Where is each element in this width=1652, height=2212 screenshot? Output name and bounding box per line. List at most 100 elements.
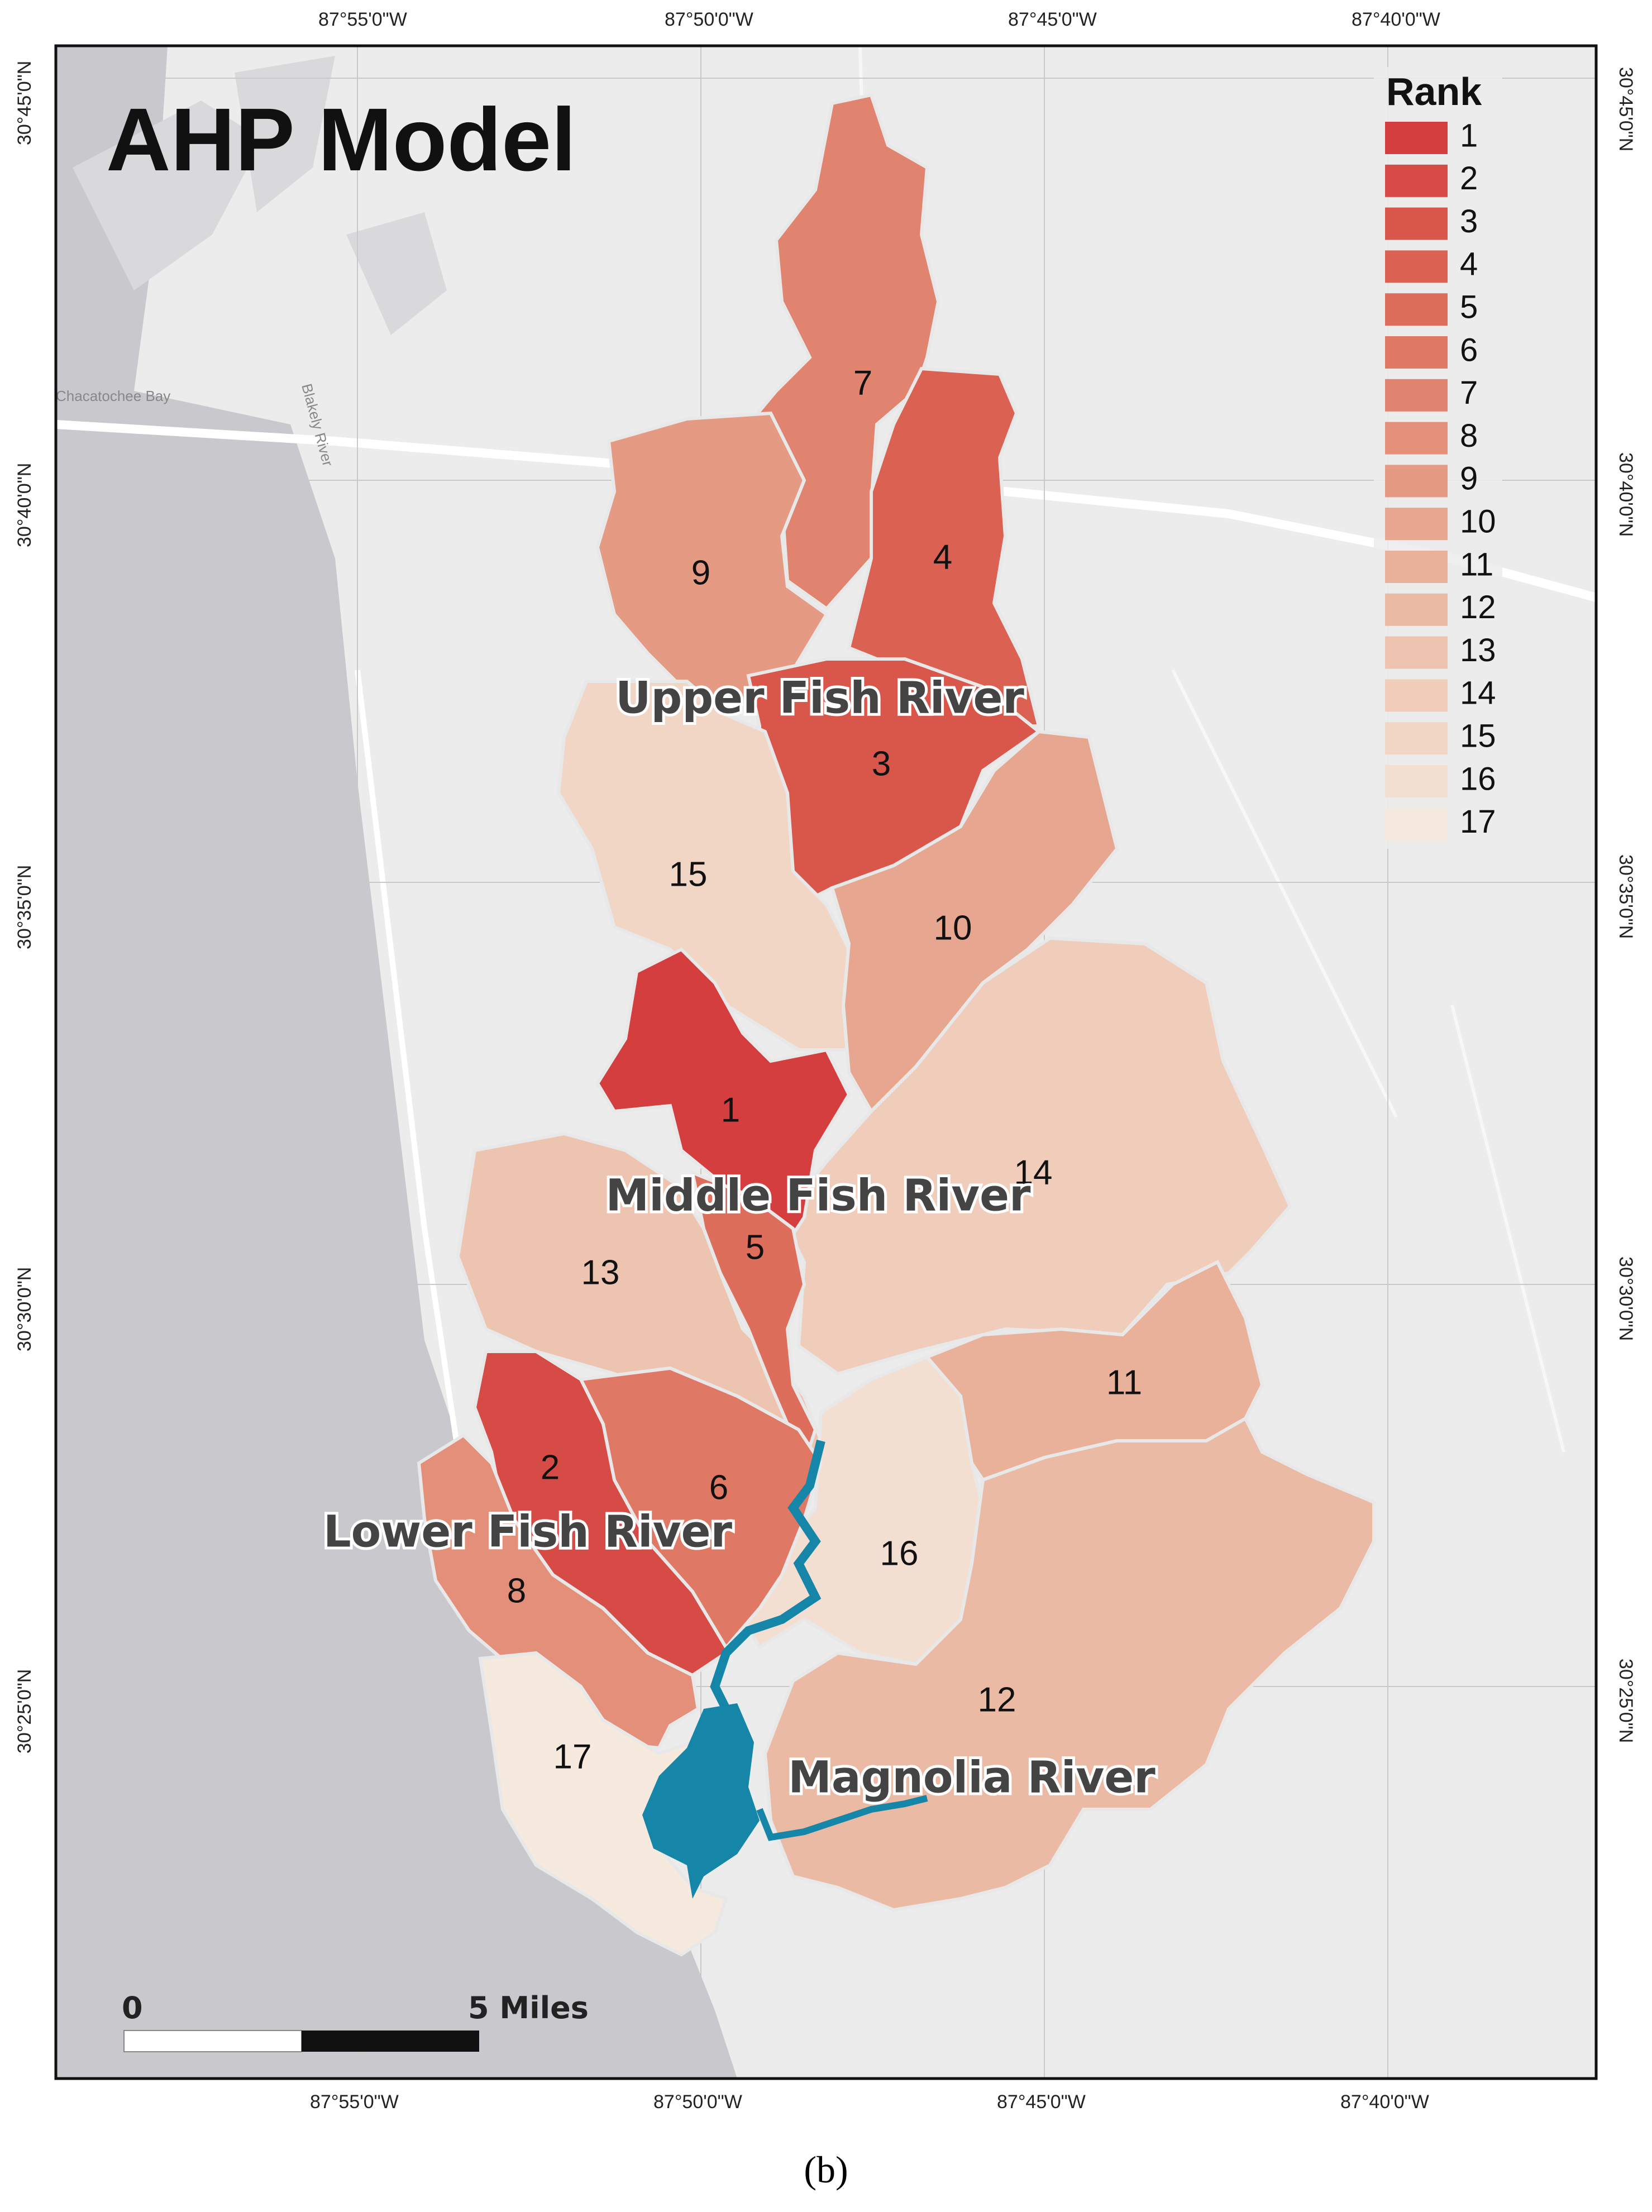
legend-label-5: 5	[1460, 289, 1478, 326]
bay-label: Chacatochee Bay	[56, 388, 170, 404]
legend-label-4: 4	[1460, 246, 1478, 283]
weeks-bay	[642, 1703, 760, 1899]
legend-swatch-2	[1385, 164, 1448, 197]
sub-watersheds	[417, 93, 1376, 1957]
left-coord-1: 30°45'0"N	[14, 61, 35, 145]
scale-end-label: 5 Miles	[468, 1990, 589, 2025]
left-coord-5: 30°25'0"N	[14, 1669, 35, 1754]
label-14: 14	[1014, 1153, 1053, 1192]
label-13: 13	[581, 1253, 620, 1292]
legend-label-9: 9	[1460, 461, 1478, 497]
legend-swatch-8	[1385, 422, 1448, 455]
fish-river-channel	[710, 1440, 825, 1711]
legend-swatch-11	[1385, 551, 1448, 583]
watershed-labels: 7 4 9 3 15 10 1 14 5 13 11 2 6 16 8 12 1…	[507, 364, 1142, 1776]
scale-bar: 0 5 Miles	[122, 1990, 589, 2052]
legend-swatch-7	[1385, 379, 1448, 412]
legend-label-13: 13	[1460, 632, 1496, 668]
right-coord-4: 30°30'0"N	[1615, 1257, 1636, 1341]
label-12: 12	[978, 1680, 1016, 1719]
legend-label-14: 14	[1460, 675, 1496, 711]
left-coord-3: 30°35'0"N	[14, 865, 35, 949]
left-coord-2: 30°40'0"N	[14, 463, 35, 547]
right-coordinates: 30°45'0"N 30°40'0"N 30°35'0"N 30°30'0"N …	[1615, 67, 1636, 1743]
legend-label-6: 6	[1460, 332, 1478, 368]
watershed-4	[847, 366, 1041, 728]
label-middle-fish-river: Middle Fish River	[606, 1171, 1031, 1221]
label-11: 11	[1106, 1363, 1142, 1402]
right-coord-3: 30°35'0"N	[1615, 854, 1636, 939]
legend-swatch-16	[1385, 765, 1448, 797]
bottom-coord-3: 87°45'0"W	[997, 2091, 1086, 2113]
label-1: 1	[721, 1091, 740, 1129]
bottom-coord-4: 87°40'0"W	[1340, 2091, 1429, 2113]
top-coordinates: 87°55'0"W 87°50'0"W 87°45'0"W 87°40'0"W	[318, 9, 1440, 30]
legend-label-1: 1	[1460, 117, 1478, 154]
legend-label-8: 8	[1460, 418, 1478, 454]
watershed-13	[456, 1131, 823, 1477]
label-16: 16	[880, 1534, 919, 1573]
legend-label-3: 3	[1460, 203, 1478, 240]
top-coord-4: 87°40'0"W	[1352, 9, 1440, 30]
legend-label-16: 16	[1460, 761, 1496, 797]
watershed-12	[763, 1416, 1376, 1912]
legend-swatch-3	[1385, 207, 1448, 240]
legend-swatch-5	[1385, 293, 1448, 326]
label-5: 5	[746, 1228, 765, 1267]
legend-swatch-14	[1385, 679, 1448, 712]
left-coordinates: 30°45'0"N 30°40'0"N 30°35'0"N 30°30'0"N …	[14, 61, 35, 1754]
watershed-10	[830, 729, 1119, 1114]
label-10: 10	[934, 909, 972, 947]
legend-label-11: 11	[1460, 546, 1493, 582]
legend-label-15: 15	[1460, 718, 1496, 754]
bottom-coordinates: 87°55'0"W 87°50'0"W 87°45'0"W 87°40'0"W	[310, 2091, 1429, 2113]
legend-swatch-4	[1385, 250, 1448, 283]
legend-label-2: 2	[1460, 160, 1478, 197]
legend-background	[1374, 67, 1502, 849]
river-labels: Upper Fish River Middle Fish River Lower…	[321, 670, 1158, 1805]
legend-swatch-6	[1385, 336, 1448, 369]
legend-swatch-1	[1385, 122, 1448, 154]
legend-swatch-17	[1385, 808, 1448, 840]
legend-label-7: 7	[1460, 375, 1478, 411]
label-2: 2	[541, 1448, 560, 1487]
scale-start-label: 0	[122, 1990, 143, 2025]
top-coord-1: 87°55'0"W	[318, 9, 407, 30]
label-7: 7	[853, 364, 872, 402]
label-17: 17	[553, 1737, 592, 1776]
label-magnolia-river: Magnolia River	[788, 1752, 1156, 1803]
legend-swatch-12	[1385, 593, 1448, 626]
figure-caption: (b)	[804, 2148, 848, 2191]
bottom-coord-1: 87°55'0"W	[310, 2091, 399, 2113]
label-9: 9	[691, 553, 710, 592]
label-3: 3	[872, 744, 891, 783]
watershed-1	[595, 947, 851, 1254]
legend-swatch-15	[1385, 722, 1448, 755]
label-6: 6	[709, 1468, 728, 1507]
left-coord-4: 30°30'0"N	[14, 1267, 35, 1351]
map-title: AHP Model	[106, 89, 576, 189]
watershed-8	[417, 1433, 700, 1750]
top-coord-2: 87°50'0"W	[665, 9, 753, 30]
delta-islands	[73, 56, 447, 335]
mobile-bay	[56, 46, 737, 2079]
watershed-6	[578, 1366, 823, 1651]
legend-swatch-10	[1385, 508, 1448, 541]
legend-label-10: 10	[1460, 504, 1496, 540]
watershed-5	[690, 1170, 818, 1468]
legend-swatch-9	[1385, 465, 1448, 498]
legend-label-12: 12	[1460, 589, 1496, 625]
right-coord-1: 30°45'0"N	[1615, 67, 1636, 151]
label-15: 15	[669, 855, 708, 894]
bottom-coord-2: 87°50'0"W	[653, 2091, 742, 2113]
map-frame	[54, 44, 1598, 2080]
label-4: 4	[933, 538, 952, 576]
label-8: 8	[507, 1571, 526, 1610]
legend-swatch-13	[1385, 636, 1448, 669]
legend-title: Rank	[1386, 70, 1482, 113]
label-upper-fish-river: Upper Fish River	[615, 673, 1024, 723]
label-lower-fish-river: Lower Fish River	[323, 1507, 733, 1557]
right-coord-2: 30°40'0"N	[1615, 452, 1636, 537]
